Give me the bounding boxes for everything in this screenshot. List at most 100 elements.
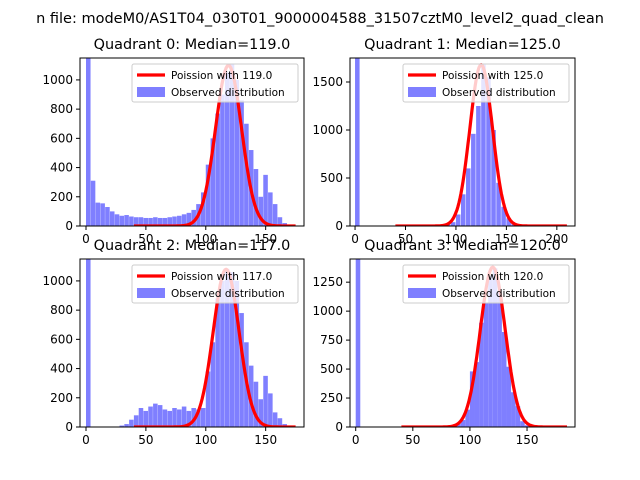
x-tick-label: 50 <box>405 433 420 447</box>
y-tick-label: 500 <box>320 362 343 376</box>
histogram-bar <box>268 192 273 226</box>
quadrant-0-title: Quadrant 0: Median=119.0 <box>94 37 291 53</box>
histogram-bar <box>220 94 225 226</box>
y-tick-label: 250 <box>320 391 343 405</box>
histogram-bar <box>515 406 521 427</box>
axes-frame <box>79 57 305 227</box>
histogram-bar <box>258 196 264 226</box>
histogram-bar <box>177 215 182 226</box>
histogram-bar <box>157 217 163 226</box>
histogram-bar <box>277 418 283 427</box>
histogram-bar <box>157 405 163 427</box>
histogram-bar <box>258 399 264 427</box>
histogram-bar <box>143 410 149 427</box>
histogram-bar <box>263 375 268 427</box>
histogram-bar <box>85 259 91 427</box>
histogram-bar <box>469 371 475 427</box>
histogram-bar <box>244 123 249 226</box>
histogram-bar <box>138 217 144 226</box>
legend-hist-label: Observed distribution <box>171 87 285 99</box>
histogram-bar <box>465 409 470 427</box>
x-tick-label: 50 <box>138 232 153 246</box>
histogram-bar <box>466 168 471 226</box>
x-tick-label: 200 <box>545 232 568 246</box>
legend-hist-swatch <box>408 87 436 97</box>
y-tick-label: 200 <box>50 391 73 405</box>
histogram-bar <box>153 403 158 427</box>
histogram-bar <box>186 212 192 226</box>
histogram-bar <box>272 412 278 427</box>
legend: Poission with 117.0 Observed distribution <box>131 264 299 304</box>
histogram-bar <box>109 211 115 226</box>
x-tick-label: 0 <box>82 433 90 447</box>
histogram-bar <box>167 410 172 427</box>
legend: Poission with 119.0 Observed distribution <box>131 63 299 103</box>
y-tick-label: 750 <box>320 333 343 347</box>
x-tick-label: 150 <box>254 433 277 447</box>
histogram-bar <box>511 392 516 427</box>
legend-box <box>402 264 570 304</box>
y-tick-label: 0 <box>65 420 73 434</box>
histogram-bar <box>234 280 240 427</box>
legend: Poission with 120.0 Observed distribution <box>402 264 570 304</box>
quadrant-0-plot: 0 50 100 150 0 200 400 600 800 1000 Quadrant 0: Me… <box>42 37 305 246</box>
histogram-bar <box>210 342 216 427</box>
y-tick-label: 0 <box>335 420 343 434</box>
histogram-bar <box>119 215 125 226</box>
histogram-bar <box>167 217 172 226</box>
histogram-bar <box>506 366 512 427</box>
x-tick-label: 150 <box>254 232 277 246</box>
y-tick-label: 200 <box>50 190 73 204</box>
quadrant-3-plot: 0 50 100 150 0 250 500 750 1000 1250 Quadrant 3: M… <box>312 238 576 447</box>
histogram-bar <box>229 272 235 427</box>
legend-box <box>131 63 299 103</box>
legend-fit-label: Poission with 125.0 <box>442 70 543 82</box>
histogram-bar <box>124 215 129 226</box>
histogram-bar <box>520 421 525 427</box>
y-tick-label: 400 <box>50 362 73 376</box>
histogram-bar <box>492 268 498 427</box>
histogram-bar <box>215 298 220 427</box>
histogram-bar <box>497 291 502 427</box>
histogram-bar <box>186 410 192 427</box>
plot-content <box>85 259 296 427</box>
histogram-bar <box>215 113 220 226</box>
histogram-bar <box>239 100 244 226</box>
histogram-bar <box>506 218 511 226</box>
legend-box <box>402 63 570 103</box>
histogram-bar <box>205 371 211 427</box>
histogram-bar <box>200 408 206 427</box>
y-tick-label: 1000 <box>312 123 343 137</box>
histogram-bar <box>501 206 506 226</box>
histogram-bar <box>234 79 240 226</box>
histogram-bar <box>476 106 481 226</box>
y-tick-label: 400 <box>50 161 73 175</box>
histogram-bar <box>239 313 244 427</box>
y-tick-label: 1000 <box>312 304 343 318</box>
y-tick-label: 0 <box>335 219 343 233</box>
y-tick-label: 600 <box>50 332 73 346</box>
histogram-bar <box>355 259 361 427</box>
histogram-bar <box>100 203 105 226</box>
histogram-bar <box>224 72 230 226</box>
histogram-bar <box>162 409 168 427</box>
x-tick-label: 0 <box>82 232 90 246</box>
histogram-bar <box>474 362 480 427</box>
histogram-bar <box>200 192 206 226</box>
x-tick-label: 100 <box>194 232 217 246</box>
histogram-bar <box>253 169 259 226</box>
histogram-bar <box>491 130 496 226</box>
histogram-bar <box>114 214 120 226</box>
legend-hist-swatch <box>137 87 165 97</box>
histogram-bar <box>220 280 225 427</box>
histogram-bar <box>129 216 134 226</box>
x-tick-label: 100 <box>444 232 467 246</box>
y-tick-label: 0 <box>65 219 73 233</box>
histogram-bar <box>460 420 466 427</box>
histogram-bar <box>196 409 201 427</box>
legend-hist-label: Observed distribution <box>442 288 556 300</box>
y-tick-label: 1000 <box>42 73 73 87</box>
histogram-bar <box>355 58 360 226</box>
x-tick-label: 50 <box>398 232 413 246</box>
legend-fit-label: Poission with 120.0 <box>442 271 543 283</box>
